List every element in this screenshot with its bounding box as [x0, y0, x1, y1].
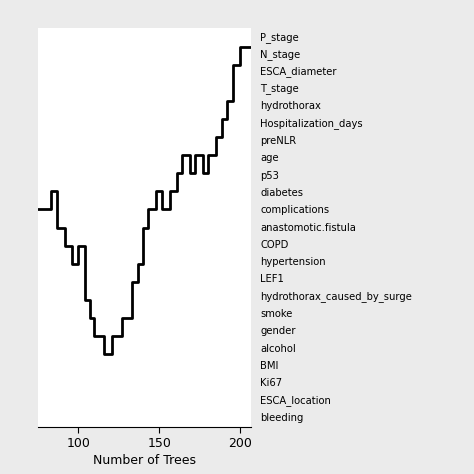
- Text: bleeding: bleeding: [260, 413, 304, 423]
- Text: T_stage: T_stage: [260, 83, 299, 94]
- Text: p53: p53: [260, 171, 279, 181]
- Text: complications: complications: [260, 205, 329, 215]
- Text: ESCA_location: ESCA_location: [260, 395, 331, 406]
- Text: diabetes: diabetes: [260, 188, 303, 198]
- Text: ESCA_diameter: ESCA_diameter: [260, 66, 337, 77]
- Text: hypertension: hypertension: [260, 257, 326, 267]
- X-axis label: Number of Trees: Number of Trees: [93, 454, 196, 467]
- Text: hydrothorax: hydrothorax: [260, 101, 321, 111]
- Text: hydrothorax_caused_by_surge: hydrothorax_caused_by_surge: [260, 292, 412, 302]
- Text: alcohol: alcohol: [260, 344, 296, 354]
- Text: N_stage: N_stage: [260, 49, 301, 60]
- Text: smoke: smoke: [260, 309, 292, 319]
- Text: age: age: [260, 153, 279, 163]
- Text: P_stage: P_stage: [260, 32, 299, 43]
- Text: gender: gender: [260, 327, 296, 337]
- Text: Hospitalization_days: Hospitalization_days: [260, 118, 363, 129]
- Text: BMI: BMI: [260, 361, 279, 371]
- Text: LEF1: LEF1: [260, 274, 284, 284]
- Text: COPD: COPD: [260, 240, 289, 250]
- Text: preNLR: preNLR: [260, 136, 296, 146]
- Text: anastomotic.fistula: anastomotic.fistula: [260, 222, 356, 233]
- Text: Ki67: Ki67: [260, 378, 283, 388]
